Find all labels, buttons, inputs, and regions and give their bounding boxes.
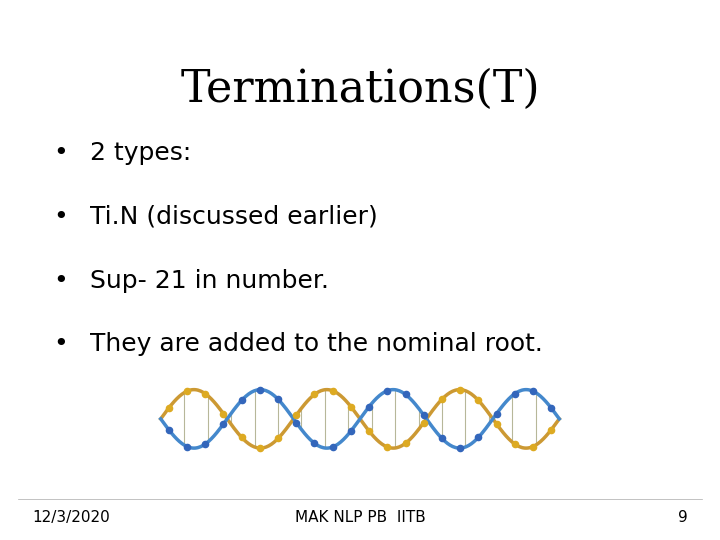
Point <box>527 442 539 451</box>
Point <box>345 402 356 411</box>
Point <box>364 402 375 411</box>
Point <box>181 387 193 395</box>
Point <box>163 404 174 413</box>
Text: They are added to the nominal root.: They are added to the nominal root. <box>89 333 542 356</box>
Point <box>290 411 302 420</box>
Point <box>327 443 338 451</box>
Point <box>546 426 557 434</box>
Point <box>163 426 174 434</box>
Point <box>418 418 430 427</box>
Point <box>382 443 393 451</box>
Point <box>254 386 266 394</box>
Point <box>509 440 521 448</box>
Point <box>472 396 484 405</box>
Point <box>436 395 448 403</box>
Point <box>181 442 193 451</box>
Point <box>382 387 393 395</box>
Point <box>254 444 266 453</box>
Text: •: • <box>54 141 68 165</box>
Point <box>217 409 229 418</box>
Point <box>217 420 229 428</box>
Text: •: • <box>54 333 68 356</box>
Point <box>290 418 302 427</box>
Point <box>436 434 448 443</box>
Text: 2 types:: 2 types: <box>89 141 191 165</box>
Point <box>199 389 211 398</box>
Point <box>400 390 411 399</box>
Point <box>272 434 284 443</box>
Point <box>546 404 557 413</box>
Point <box>491 409 503 418</box>
Text: MAK NLP PB  IITB: MAK NLP PB IITB <box>294 510 426 525</box>
Text: •: • <box>54 205 68 229</box>
Point <box>345 427 356 435</box>
Text: Terminations(T): Terminations(T) <box>180 68 540 111</box>
Point <box>418 411 430 420</box>
Text: Sup- 21 in number.: Sup- 21 in number. <box>89 268 328 293</box>
Point <box>527 387 539 395</box>
Text: 9: 9 <box>678 510 688 525</box>
Point <box>472 433 484 442</box>
Point <box>309 439 320 448</box>
Point <box>327 387 338 395</box>
Point <box>364 427 375 435</box>
Point <box>454 386 466 394</box>
Point <box>454 444 466 453</box>
Point <box>236 396 248 405</box>
Point <box>272 395 284 403</box>
Point <box>491 420 503 428</box>
Point <box>236 433 248 442</box>
Point <box>309 390 320 399</box>
Text: •: • <box>54 268 68 293</box>
Point <box>400 439 411 448</box>
Point <box>509 389 521 398</box>
Text: 12/3/2020: 12/3/2020 <box>32 510 110 525</box>
Text: Ti.N (discussed earlier): Ti.N (discussed earlier) <box>89 205 377 229</box>
Point <box>199 440 211 448</box>
